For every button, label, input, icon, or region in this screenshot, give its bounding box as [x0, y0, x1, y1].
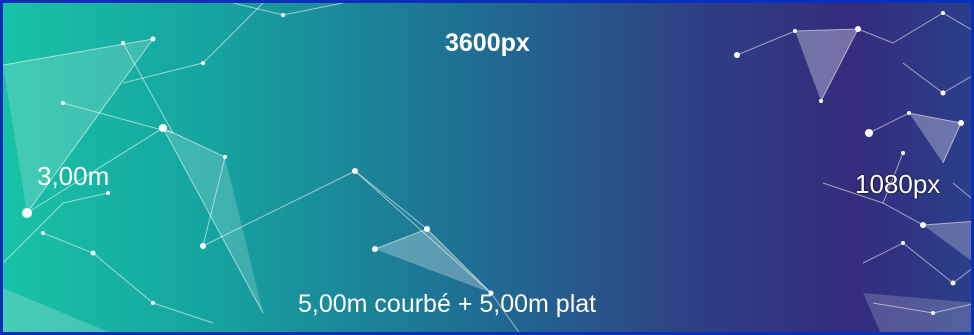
gradient-background: [3, 3, 971, 332]
network-pattern: [3, 3, 971, 332]
triangle-shape: [375, 229, 491, 293]
width-pixels-label: 3600px: [445, 29, 530, 57]
triangle-shape: [863, 293, 971, 332]
triangle-shape: [923, 221, 971, 261]
triangle-shape: [3, 288, 109, 332]
triangle-shape: [909, 113, 961, 163]
diameter-label: 3,00m: [37, 161, 110, 191]
triangle-shape: [3, 39, 153, 213]
dimension-caption: 5,00m courbé + 5,00m plat: [298, 290, 597, 318]
height-pixels-label: 1080px: [855, 169, 941, 199]
triangle-shape: [795, 29, 858, 101]
